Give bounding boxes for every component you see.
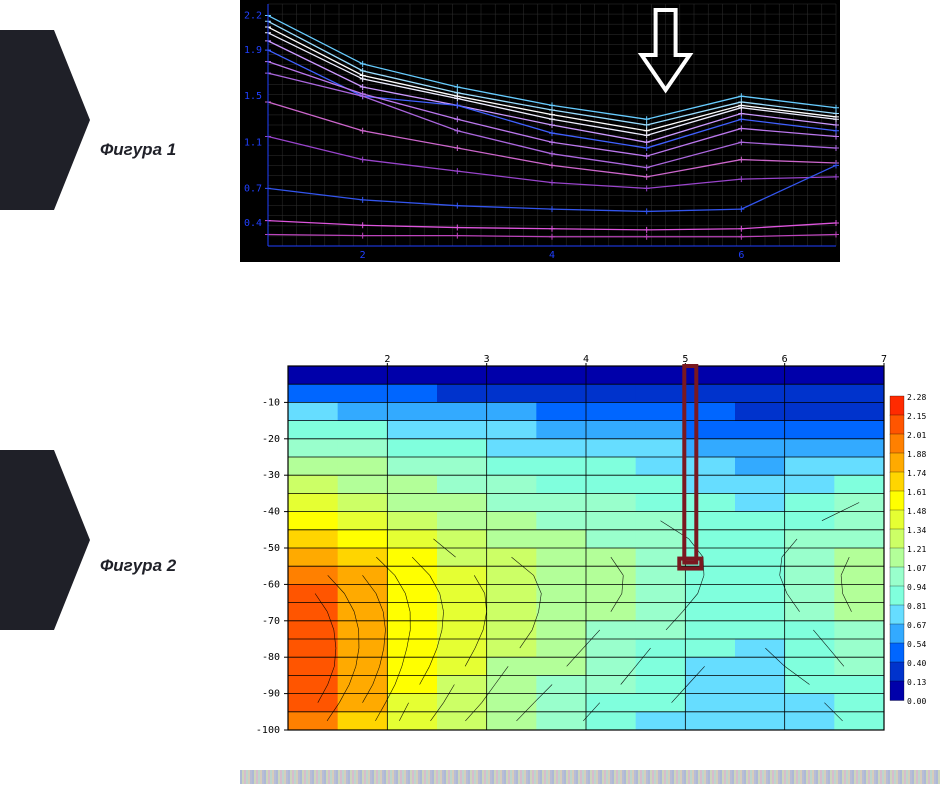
svg-text:-20: -20 [262,434,280,445]
figure1-chart: 2 4 6 0.4 0.7 1.1 1.5 1.9 2.2 [240,0,840,262]
svg-text:-80: -80 [262,652,280,663]
svg-text:1.21: 1.21 [907,545,926,554]
svg-text:1.5: 1.5 [244,91,262,102]
svg-text:1.34: 1.34 [907,526,926,535]
svg-text:2.2: 2.2 [244,11,262,22]
svg-text:0.00: 0.00 [907,697,926,706]
pentagon-marker-1 [0,30,90,210]
svg-text:-100: -100 [256,725,280,736]
svg-text:1.9: 1.9 [244,45,262,56]
svg-text:0.13: 0.13 [907,678,926,687]
svg-text:-90: -90 [262,689,280,700]
figure1-label: Фигура 1 [100,140,176,160]
svg-text:0.54: 0.54 [907,640,926,649]
svg-text:6: 6 [738,250,744,261]
noise-strip [240,770,940,784]
svg-text:0.7: 0.7 [244,183,262,194]
svg-text:-30: -30 [262,470,280,481]
figure2-chart: 234567-10-20-30-40-50-60-70-80-90-1002.2… [240,348,940,738]
svg-text:1.48: 1.48 [907,507,926,516]
svg-text:2.15: 2.15 [907,412,926,421]
svg-text:1.61: 1.61 [907,488,926,497]
svg-text:-60: -60 [262,579,280,590]
svg-text:2: 2 [360,250,366,261]
svg-text:1.74: 1.74 [907,469,926,478]
svg-text:1.07: 1.07 [907,564,926,573]
svg-text:0.40: 0.40 [907,659,926,668]
pentagon-marker-2 [0,450,90,630]
svg-text:0.94: 0.94 [907,583,926,592]
svg-text:1.1: 1.1 [244,137,262,148]
svg-text:-40: -40 [262,507,280,518]
svg-text:2.28: 2.28 [907,393,926,402]
svg-text:-50: -50 [262,543,280,554]
svg-text:0.81: 0.81 [907,602,926,611]
figure2-color-legend: 2.28 2.15 2.01 1.88 1.74 1.61 1.48 1.34 1.21 1.07… [890,393,926,706]
svg-text:-10: -10 [262,397,280,408]
svg-text:0.67: 0.67 [907,621,926,630]
svg-text:0.4: 0.4 [244,218,262,229]
svg-text:2.01: 2.01 [907,431,926,440]
svg-text:-70: -70 [262,616,280,627]
figure2-label: Фигура 2 [100,556,176,576]
svg-text:1.88: 1.88 [907,450,926,459]
svg-text:4: 4 [549,250,555,261]
